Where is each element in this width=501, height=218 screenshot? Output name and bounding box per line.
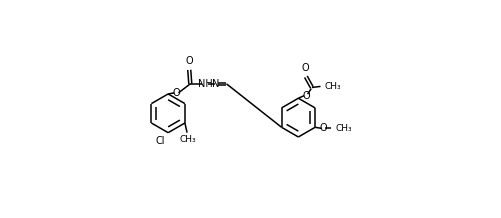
- Text: O: O: [301, 63, 309, 73]
- Text: O: O: [172, 88, 180, 98]
- Text: CH₃: CH₃: [324, 82, 341, 91]
- Text: O: O: [302, 91, 309, 101]
- Text: O: O: [319, 123, 327, 133]
- Text: N: N: [212, 79, 219, 89]
- Text: Cl: Cl: [155, 136, 165, 146]
- Text: CH₃: CH₃: [179, 135, 195, 144]
- Text: NH: NH: [197, 79, 212, 89]
- Text: O: O: [185, 56, 193, 66]
- Text: CH₃: CH₃: [335, 124, 352, 133]
